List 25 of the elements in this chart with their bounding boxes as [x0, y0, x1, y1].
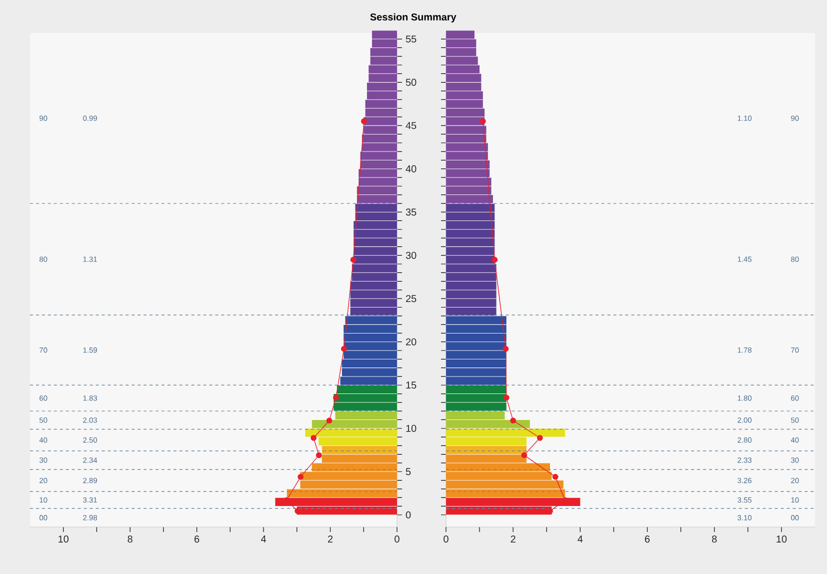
y-tick-label: 35	[406, 208, 416, 216]
x-tick-label: 0	[394, 536, 400, 543]
y-tick-label: 15	[406, 382, 416, 389]
y-tick-label: 30	[406, 252, 416, 259]
x-tick-label: 10	[58, 536, 69, 543]
x-tick-label: 10	[776, 536, 787, 543]
x-tick-label: 6	[194, 536, 200, 543]
y-tick-label: 45	[406, 122, 416, 130]
x-tick-label: 0	[444, 536, 448, 543]
y-tick-label: 55	[406, 36, 416, 43]
x-tick-label: 6	[645, 536, 650, 543]
x-tick-label: 8	[128, 536, 132, 543]
x-tick-label: 2	[328, 536, 333, 542]
y-tick-label: 50	[406, 78, 416, 86]
x-tick-label: 8	[712, 536, 717, 543]
y-tick-label: 40	[406, 165, 416, 172]
y-tick-label: 5	[406, 468, 411, 476]
chart-title: Session Summary	[370, 13, 456, 22]
x-tick-label: 2	[510, 536, 516, 542]
y-tick-label: 0	[406, 511, 411, 518]
x-tick-label: 4	[261, 536, 266, 542]
y-tick-label: 25	[406, 295, 416, 302]
y-tick-label: 10	[406, 424, 416, 432]
y-tick-label: 20	[406, 338, 416, 346]
x-tick-label: 4	[578, 536, 583, 542]
